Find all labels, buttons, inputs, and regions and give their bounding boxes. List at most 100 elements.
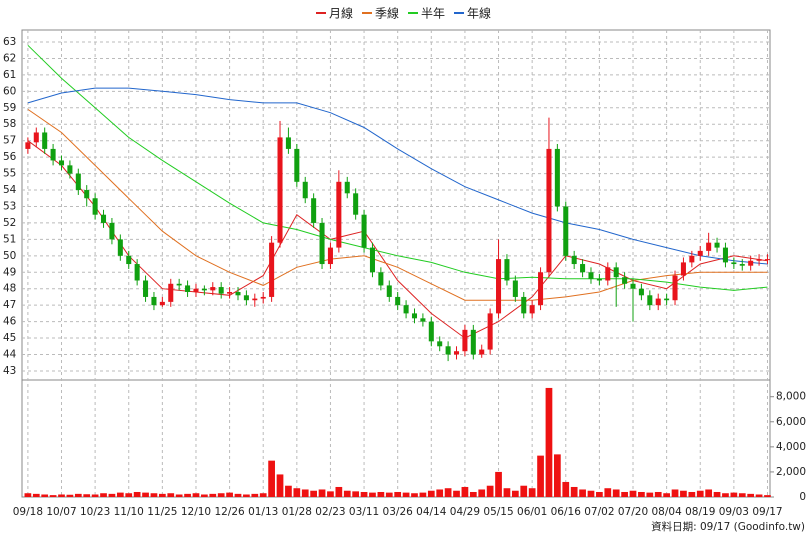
ma-line [27,87,768,265]
ma-line [27,108,768,301]
volume-bar [276,474,284,497]
volume-bar [150,493,158,497]
volume-bar [335,486,343,497]
candle-body [260,296,266,299]
candle-body [647,295,653,306]
volume-bar [596,491,603,497]
volume-bar [688,491,696,497]
volume-bar [554,454,561,497]
candle-body [193,288,199,293]
volume-bar [680,490,687,497]
volume-bar [705,489,713,497]
y-tick-label: 49 [3,266,16,278]
candle-body [638,288,644,296]
candle-body [185,285,191,293]
candle-body [378,272,384,286]
volume-bar [217,493,225,497]
candle-body [218,287,224,294]
volume-bar [629,490,637,497]
candle-body [664,298,670,301]
candle-body [764,259,770,261]
volume-bar [453,490,460,497]
candle-body [168,283,174,302]
candle-body [655,298,661,306]
candle-body [580,264,586,273]
y-tick-label: 63 [3,36,16,48]
volume-bar [66,494,74,497]
candle-body [134,264,140,281]
volume-bar [108,493,116,497]
candle-body [386,285,392,297]
x-tick-label: 07/20 [618,506,648,518]
volume-bar [234,493,242,497]
candle-body [731,262,737,265]
x-tick-label: 04/14 [416,506,447,518]
candle-body [613,267,619,278]
volume-bar [545,387,553,497]
volume-bar [327,491,334,497]
candle-body [176,283,182,286]
candle-body [672,275,678,301]
volume-bar [158,493,166,497]
volume-bar [184,493,191,497]
x-tick-label: 11/10 [114,506,144,518]
x-tick-label: 07/02 [584,506,614,518]
candle-body [319,222,325,265]
volume-bar [32,493,40,497]
candle-body [680,262,686,276]
volume-bar [722,493,729,497]
x-tick-label: 05/15 [483,506,513,518]
volume-bar [646,492,654,497]
candle-body [159,301,165,306]
volume-bar [612,489,620,497]
y-tick-label: 52 [3,217,16,229]
y-tick-label: 51 [3,233,16,245]
candle-body [487,313,493,350]
y-tick-label: 61 [3,69,16,81]
candle-body [403,305,409,314]
volume-bar [83,494,91,497]
candle-body [42,132,48,149]
volume-bar [226,492,233,497]
volume-bar [285,485,292,497]
candle-body [336,181,342,248]
volume-bar [755,494,763,497]
y-tick-label: 58 [3,118,16,130]
y2-tick-label: 8,000 [776,391,806,403]
volume-bar [411,493,418,497]
candle-body [311,198,317,223]
candle-body [714,242,720,248]
volume-bar [747,493,755,497]
volume-bar [444,488,452,497]
x-tick-label: 09/18 [13,506,43,518]
volume-bar [385,492,393,497]
volume-bar [537,455,544,497]
candle-body [706,242,712,251]
candle-body [411,313,418,319]
candle-body [739,264,745,266]
volume-bar [696,490,704,497]
volume-bar [377,491,385,497]
candle-body [689,255,695,263]
candle-body [353,193,359,215]
candle-body [395,296,401,306]
candle-body [563,206,569,256]
candle-body [605,267,611,281]
candle-body [462,329,468,352]
candle-body [554,148,560,207]
volume-bar [511,490,519,497]
x-tick-label: 01/28 [282,506,312,518]
x-tick-label: 11/25 [147,506,177,518]
volume-bar [259,493,267,497]
volume-bar [663,493,670,497]
x-tick-label: 01/13 [248,506,278,518]
y-tick-label: 54 [3,184,17,196]
candle-body [756,259,762,261]
candle-body [596,278,602,281]
candle-body [269,242,275,297]
candle-body [117,239,123,256]
candle-body [25,142,31,149]
volume-bar [251,493,259,497]
candle-body [428,321,434,342]
